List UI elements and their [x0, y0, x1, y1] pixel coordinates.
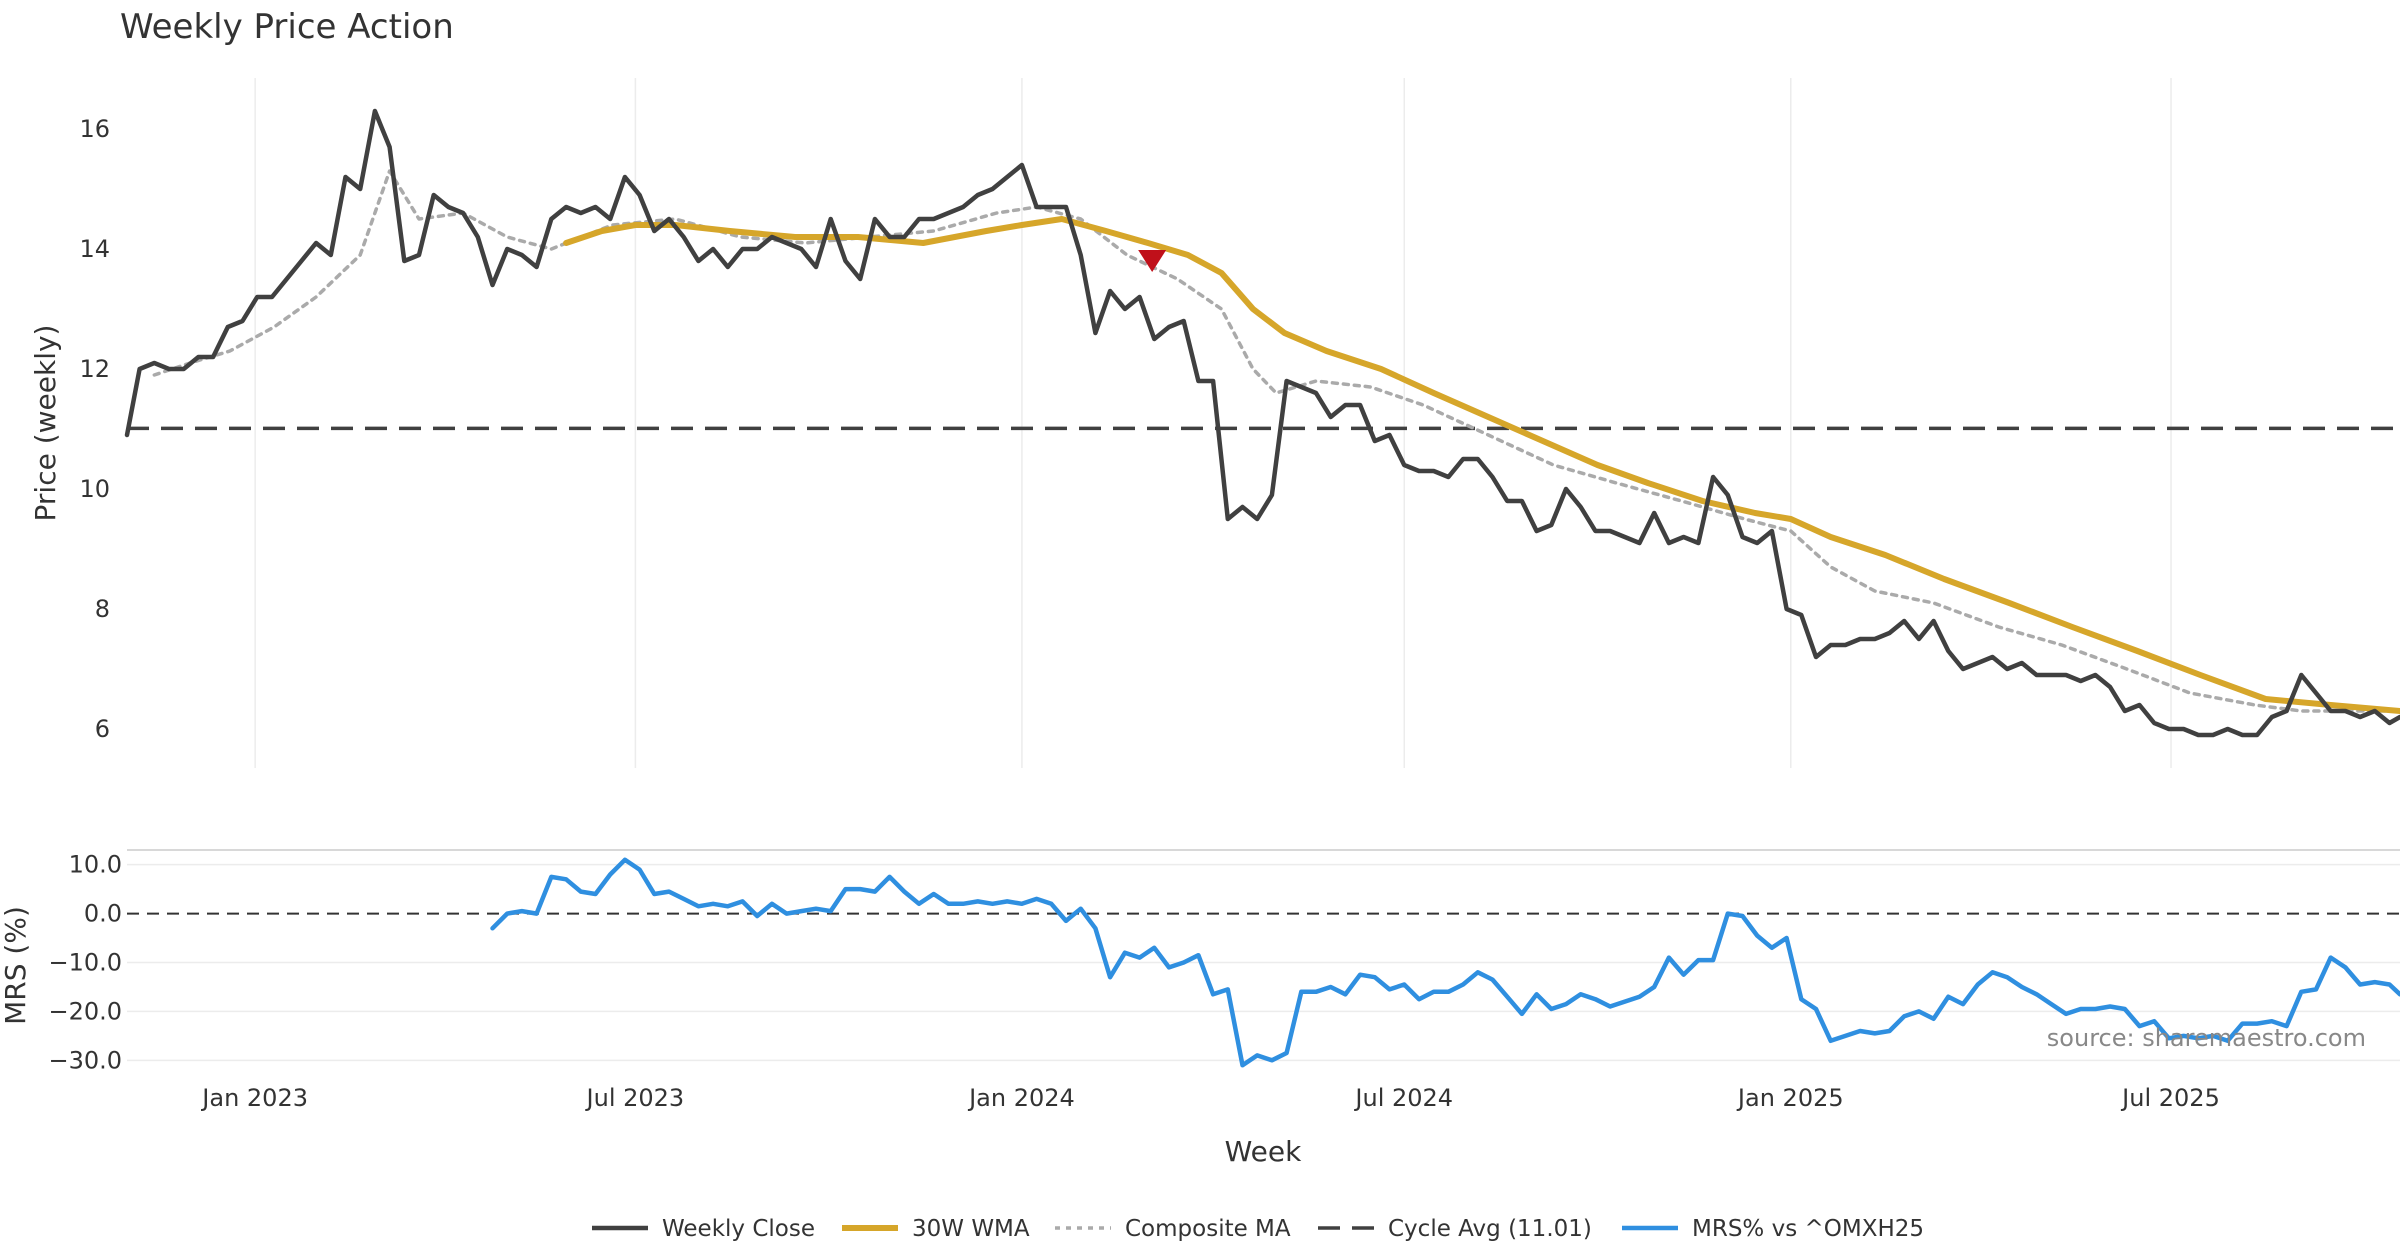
x-axis-ticks: Jan 2023 Jul 2023 Jan 2024 Jul 2024 Jan 2025… [200, 1084, 2220, 1112]
x-tick-label: Jan 2024 [967, 1084, 1075, 1112]
x-tick-label: Jan 2023 [200, 1084, 308, 1112]
chart-title: Weekly Price Action [120, 7, 454, 47]
x-axis-label: Week [1225, 1135, 1302, 1168]
mrs-series [490, 857, 2400, 1068]
x-tick-label: Jul 2024 [1353, 1084, 1453, 1112]
mrs-y-tick-label: −30.0 [48, 1046, 122, 1074]
mrs-y-tick-label: 10.0 [69, 851, 122, 879]
mrs-axis-label: MRS (%) [0, 906, 32, 1025]
legend-label: Composite MA [1125, 1216, 1291, 1242]
x-tick-label: Jan 2025 [1736, 1084, 1844, 1112]
price-y-tick-label: 14 [79, 235, 110, 263]
legend-label: Weekly Close [662, 1216, 815, 1242]
weekly-close-line [124, 108, 2400, 738]
x-tick-label: Jul 2023 [585, 1084, 685, 1112]
wma-30w-line [563, 216, 2400, 714]
price-y-tick-label: 8 [95, 595, 110, 623]
price-grid [254, 78, 2172, 768]
x-tick-label: Jul 2025 [2120, 1084, 2220, 1112]
legend: Weekly Close 30W WMA Composite MA Cycle Avg… [592, 1216, 1924, 1242]
mrs-y-tick-label: 0.0 [84, 900, 122, 928]
mrs-panel: −30.0 −20.0 −10.0 0.0 10.0 source: sharemaes… [0, 849, 2400, 1075]
price-panel: 6 8 10 12 14 16 Price (weekly) [29, 78, 2400, 768]
legend-label: MRS% vs ^OMXH25 [1692, 1216, 1924, 1242]
price-axis-label: Price (weekly) [29, 325, 62, 522]
price-series [124, 108, 2400, 738]
price-y-tick-label: 10 [79, 475, 110, 503]
legend-label: Cycle Avg (11.01) [1388, 1216, 1592, 1242]
mrs-y-ticks: −30.0 −20.0 −10.0 0.0 10.0 [48, 851, 122, 1075]
price-y-tick-label: 12 [79, 355, 110, 383]
mrs-line [490, 857, 2400, 1068]
legend-label: 30W WMA [912, 1216, 1030, 1242]
price-y-ticks: 6 8 10 12 14 16 [79, 115, 110, 743]
sell-signal-marker [1138, 250, 1167, 272]
mrs-y-tick-label: −20.0 [48, 997, 122, 1025]
price-y-tick-label: 6 [95, 715, 110, 743]
mrs-y-tick-label: −10.0 [48, 949, 122, 977]
price-y-tick-label: 16 [79, 115, 110, 143]
source-label: source: sharemaestro.com [2047, 1024, 2366, 1052]
mrs-grid [127, 863, 2400, 1062]
